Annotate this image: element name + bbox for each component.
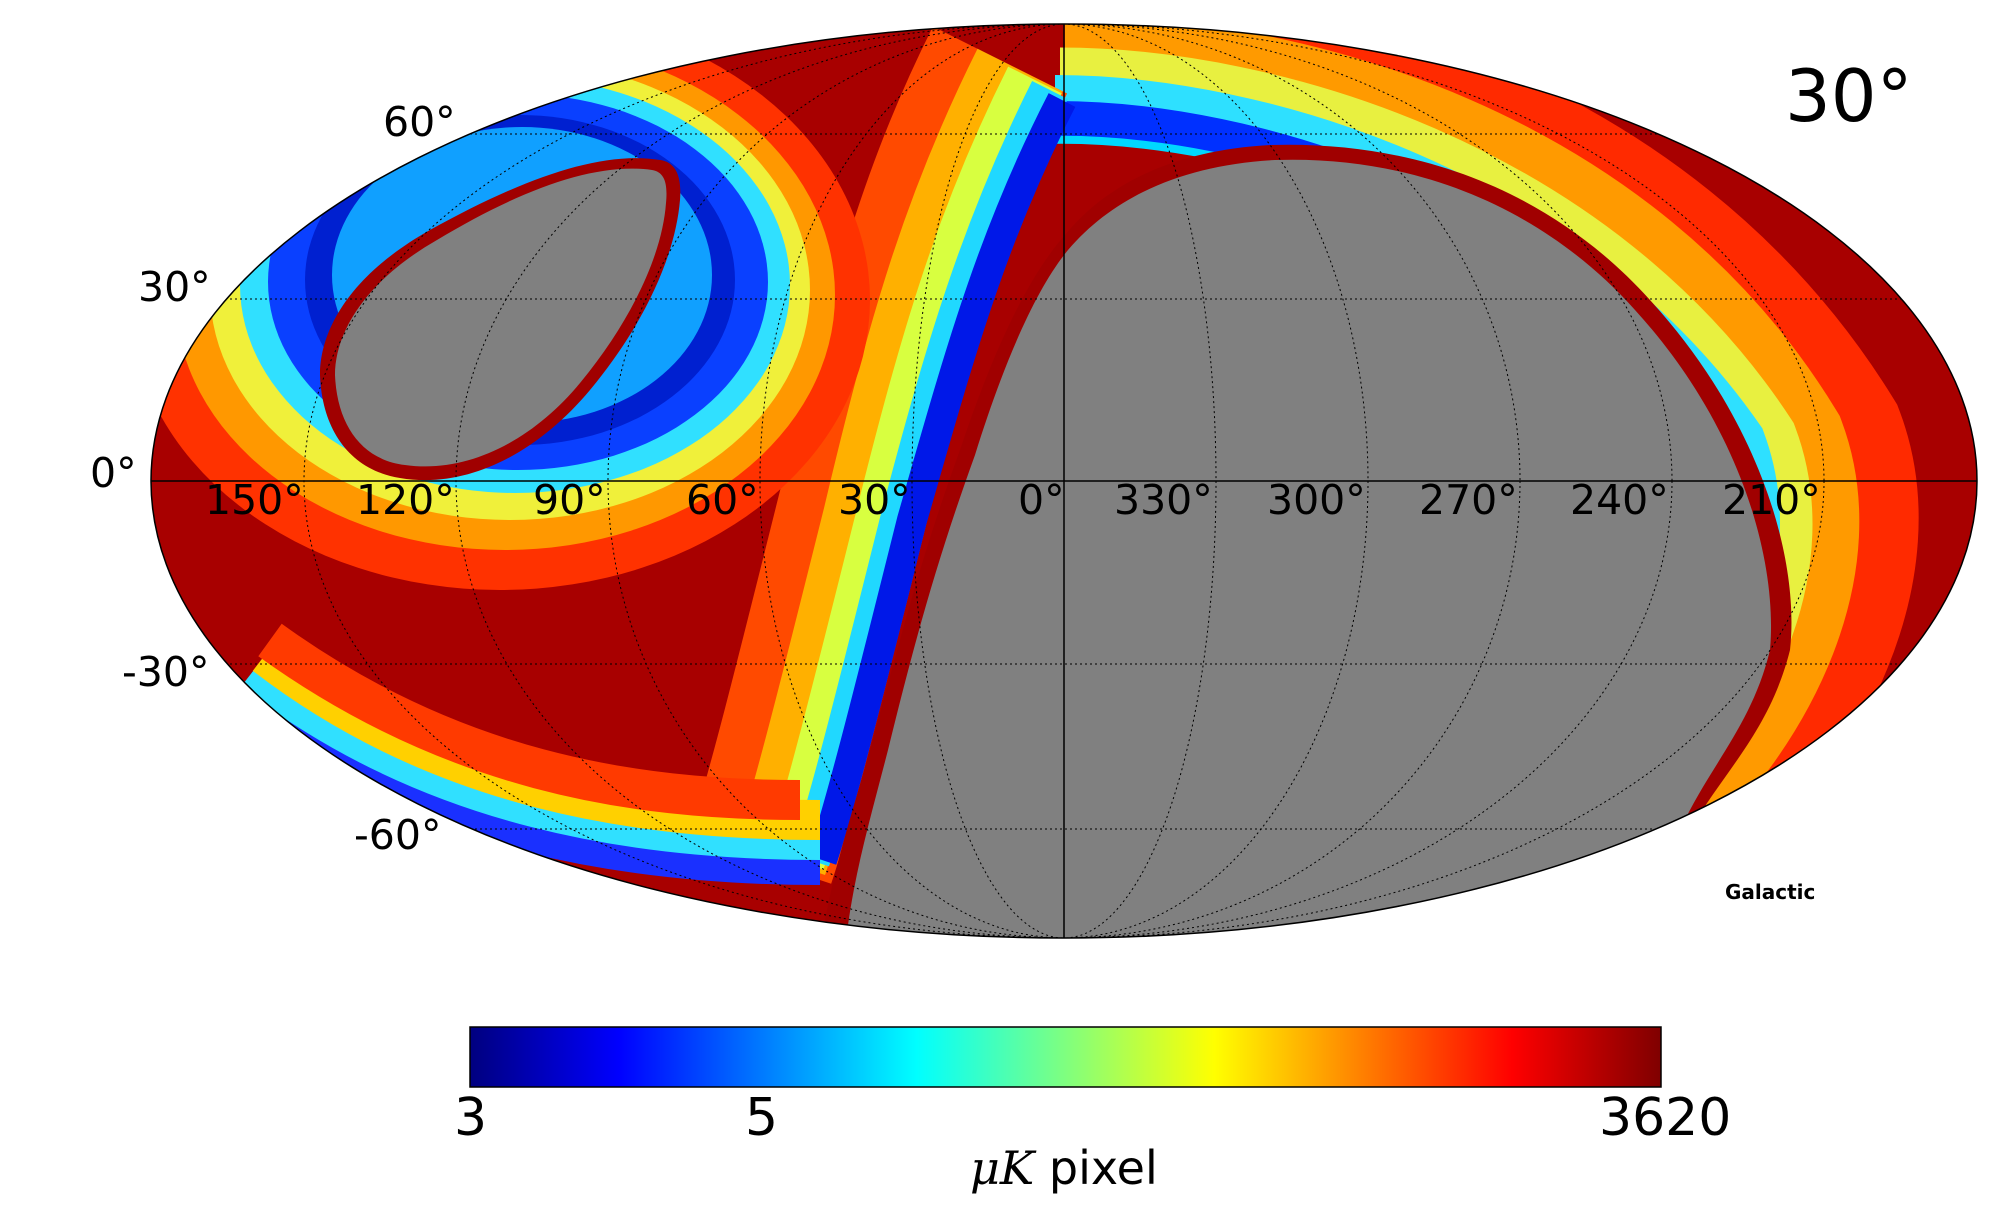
lon-label-0: 0° (1018, 476, 1065, 524)
lat-label-30: 30° (138, 263, 211, 311)
lat-label-60: 60° (383, 98, 456, 146)
lon-label-120: 120° (356, 476, 455, 524)
masked-region-large-gray (845, 159, 1977, 938)
lower-left-scan-band (224, 623, 821, 885)
lon-label-150: 150° (205, 476, 304, 524)
lat-label-0: 0° (90, 449, 137, 497)
lon-label-240: 240° (1570, 476, 1669, 524)
colorbar-min-label: 3 (454, 1088, 488, 1148)
lon-label-30: 30° (838, 476, 911, 524)
lon-label-270: 270° (1419, 476, 1518, 524)
lon-label-330: 330° (1114, 476, 1213, 524)
lat-label-minus30: -30° (122, 648, 210, 696)
map-title: 30° (1785, 54, 1913, 138)
masked-region-small-gray (335, 168, 667, 467)
colorbar (469, 1026, 1662, 1088)
lon-label-300: 300° (1267, 476, 1366, 524)
lon-label-60: 60° (686, 476, 759, 524)
lon-label-210: 210° (1722, 476, 1821, 524)
colorbar-max-label: 3620 (1599, 1088, 1732, 1148)
center-scan-band (688, 26, 1076, 884)
colorbar-unit-symbol: μK (970, 1141, 1035, 1195)
lon-label-90: 90° (533, 476, 606, 524)
lat-label-minus60: -60° (354, 811, 442, 859)
coordinate-system-label: Galactic (1725, 880, 1816, 904)
colorbar-unit-text: pixel (1048, 1141, 1158, 1195)
map-outline (150, 23, 1978, 939)
colorbar-unit-label: μK pixel (970, 1145, 1158, 1191)
colorbar-mid-label: 5 (745, 1088, 779, 1148)
